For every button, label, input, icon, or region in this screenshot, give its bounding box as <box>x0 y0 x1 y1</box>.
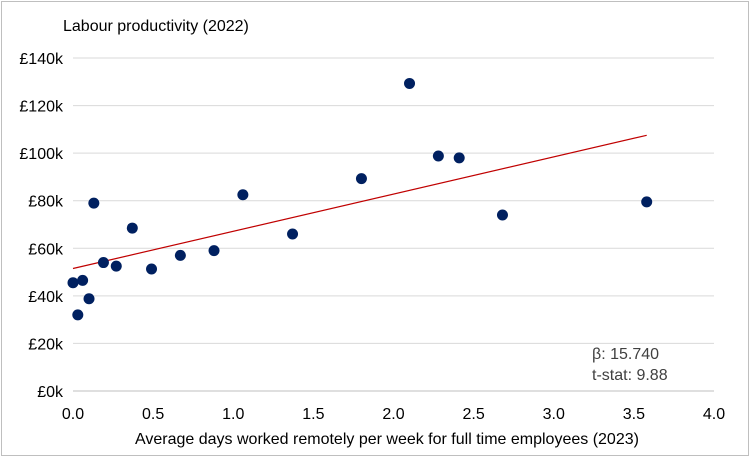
data-point <box>126 222 138 234</box>
x-axis-title: Average days worked remotely per week fo… <box>135 431 639 448</box>
data-point <box>88 197 100 209</box>
tstat-annotation: t-stat: 9.88 <box>592 367 668 384</box>
chart-title: Labour productivity (2022) <box>63 18 249 35</box>
data-point <box>146 263 158 275</box>
data-point <box>287 228 299 240</box>
y-tick-label: £60k <box>28 241 64 258</box>
y-axis-ticks: £0k £20k £40k £60k £80k £100k £120k £140k <box>19 51 64 401</box>
data-point <box>237 189 249 201</box>
data-point <box>641 196 653 208</box>
data-point <box>97 257 109 269</box>
x-tick-label: 2.5 <box>463 406 485 423</box>
data-point <box>404 77 416 89</box>
x-tick-label: 0.0 <box>62 406 84 423</box>
data-point <box>110 260 122 272</box>
x-tick-label: 0.5 <box>142 406 164 423</box>
trend-line <box>72 134 647 270</box>
data-point <box>83 293 95 305</box>
gridlines <box>73 57 714 344</box>
data-point <box>355 173 367 185</box>
x-tick-label: 1.5 <box>302 406 324 423</box>
data-point <box>67 277 79 289</box>
data-point <box>72 309 84 321</box>
data-point <box>208 245 220 257</box>
x-tick-label: 4.0 <box>703 406 725 423</box>
data-points <box>67 77 653 321</box>
data-point <box>174 249 186 261</box>
data-point <box>432 150 444 162</box>
beta-annotation: β: 15.740 <box>592 346 659 363</box>
data-point <box>496 209 508 221</box>
x-tick-label: 2.0 <box>382 406 404 423</box>
y-tick-label: £100k <box>19 146 64 163</box>
x-tick-label: 3.0 <box>543 406 565 423</box>
y-tick-label: £0k <box>37 384 64 401</box>
y-tick-label: £140k <box>19 51 64 68</box>
y-tick-label: £80k <box>28 194 64 211</box>
y-tick-label: £20k <box>28 336 64 353</box>
y-tick-label: £40k <box>28 289 64 306</box>
data-point <box>77 274 89 286</box>
x-tick-label: 1.0 <box>222 406 244 423</box>
data-point <box>453 152 465 164</box>
x-axis-ticks: 0.0 0.5 1.0 1.5 2.0 2.5 3.0 3.5 4.0 <box>62 406 725 423</box>
x-tick-label: 3.5 <box>623 406 645 423</box>
y-tick-label: £120k <box>19 99 64 116</box>
